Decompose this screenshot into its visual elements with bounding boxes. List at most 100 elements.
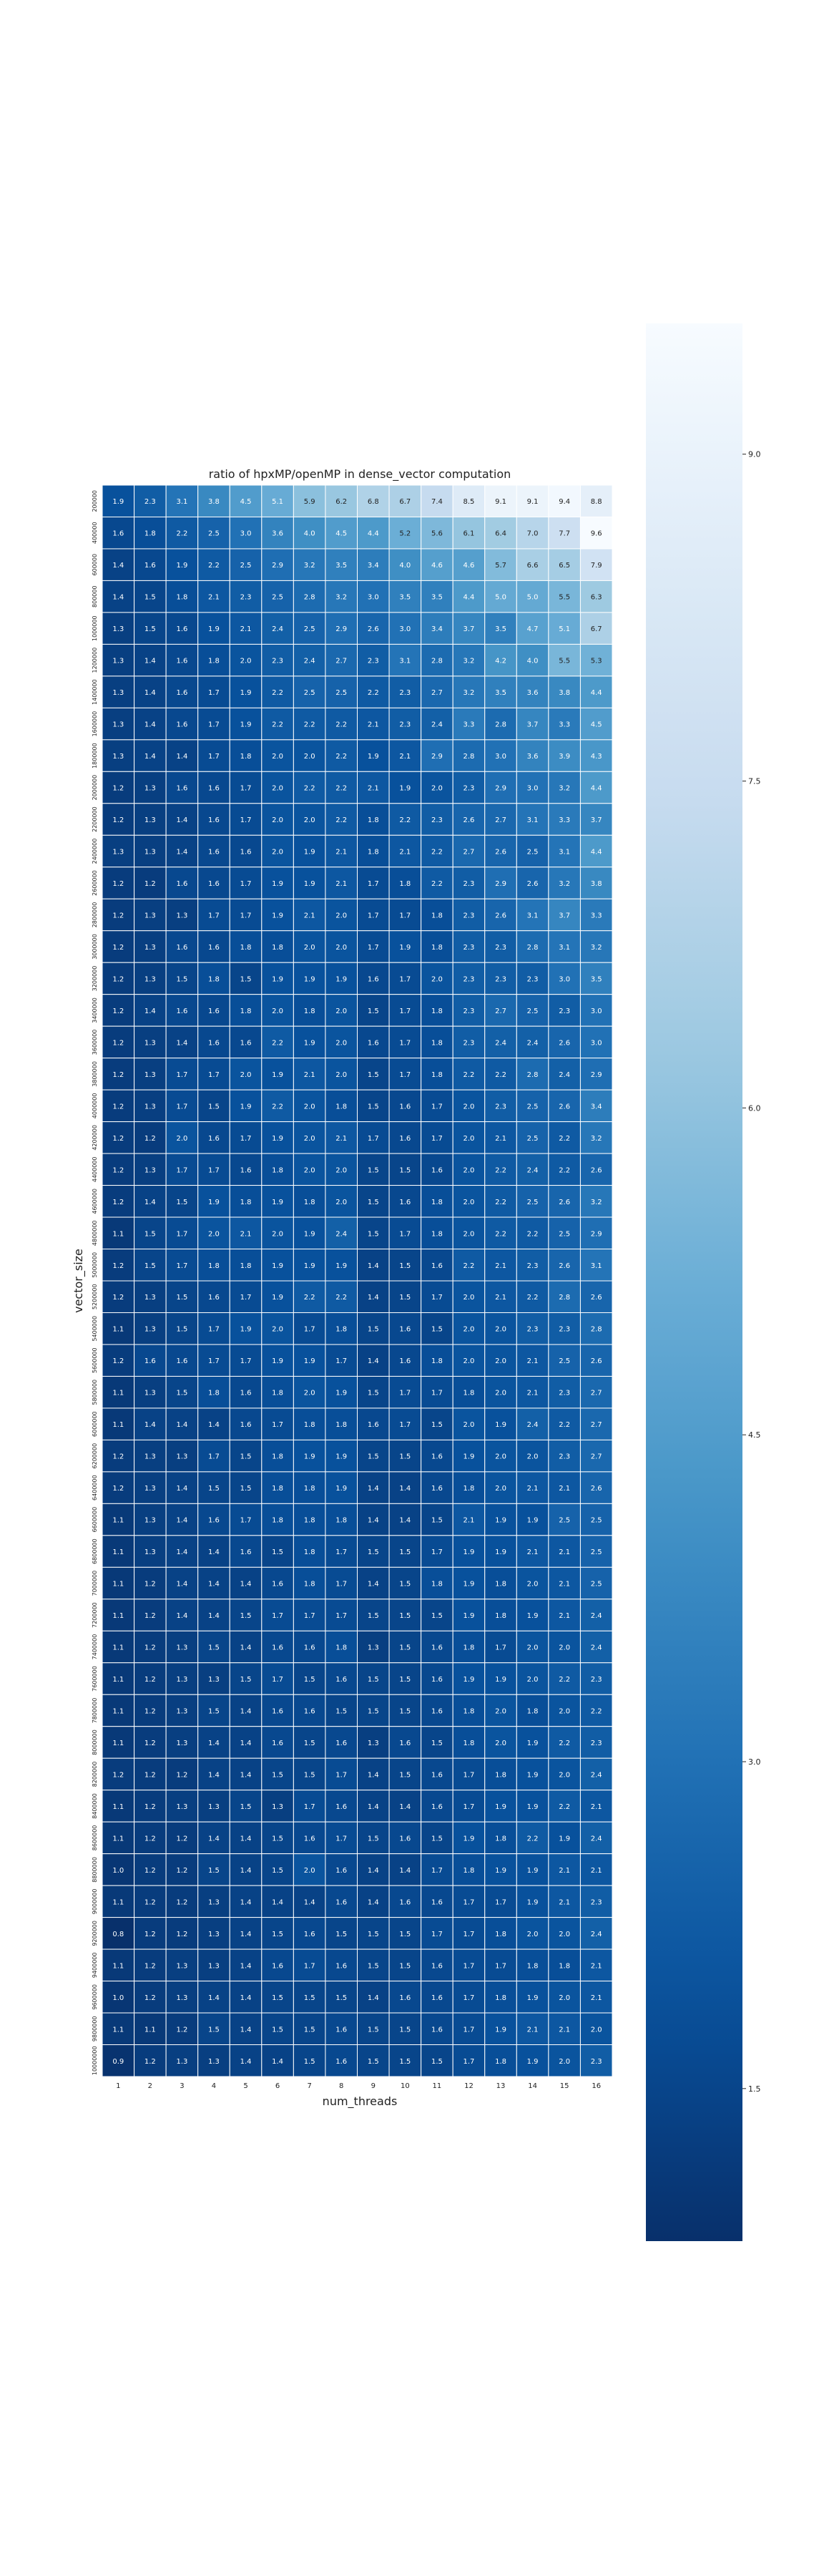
cell-value-label: 1.7 <box>431 1390 443 1397</box>
x-tick-label: 12 <box>464 2082 474 2090</box>
cell-value-label: 3.1 <box>559 944 570 952</box>
cell-value-label: 2.4 <box>591 1931 602 1938</box>
heatmap-cell <box>261 1089 294 1123</box>
cell-value-label: 1.5 <box>368 1548 379 1556</box>
cell-value-label: 2.2 <box>335 785 347 793</box>
cell-value-label: 1.4 <box>208 1548 220 1556</box>
heatmap-cell <box>293 675 326 708</box>
heatmap-cell <box>357 1853 390 1886</box>
cell-value-label: 1.2 <box>112 1453 124 1461</box>
heatmap-cell <box>516 1662 549 1695</box>
cell-value-label: 1.7 <box>464 1931 475 1938</box>
cell-value-label: 1.4 <box>240 1835 252 1843</box>
cell-value-label: 1.7 <box>176 1071 187 1079</box>
cell-value-label: 1.6 <box>304 1931 315 1938</box>
cell-value-label: 1.6 <box>399 1103 411 1111</box>
heatmap-cell <box>229 962 263 995</box>
heatmap-cell <box>102 930 135 963</box>
cell-value-label: 2.0 <box>272 785 283 793</box>
cell-value-label: 2.3 <box>464 1008 475 1015</box>
cell-value-label: 1.6 <box>399 1326 411 1334</box>
cell-value-label: 5.0 <box>495 594 506 602</box>
heatmap-cell <box>325 1853 358 1886</box>
cell-value-label: 1.5 <box>272 1931 283 1938</box>
heatmap-cell <box>325 771 358 804</box>
cell-value-label: 3.4 <box>368 562 379 570</box>
cell-value-label: 1.7 <box>240 1135 252 1143</box>
y-tick-label: 9800000 <box>92 2016 98 2041</box>
cell-value-label: 2.4 <box>591 1644 602 1652</box>
cell-value-label: 1.6 <box>431 1994 443 2002</box>
heatmap-cell <box>165 707 199 741</box>
heatmap-cell <box>516 1058 549 1091</box>
heatmap-cell <box>229 1471 263 1504</box>
cell-value-label: 1.1 <box>112 1962 124 1970</box>
cell-value-label: 1.5 <box>399 1931 411 1938</box>
heatmap-cell <box>421 707 453 741</box>
cell-value-label: 4.2 <box>495 658 506 665</box>
heatmap-cell <box>293 771 326 804</box>
cell-value-label: 2.4 <box>335 1230 347 1238</box>
cell-value-label: 1.6 <box>335 1898 347 1906</box>
cell-value-label: 1.7 <box>208 1166 220 1174</box>
cell-value-label: 1.4 <box>144 753 156 761</box>
heatmap-cell <box>516 2044 549 2077</box>
heatmap-cell <box>197 739 230 772</box>
cell-value-label: 1.8 <box>304 1581 315 1589</box>
cell-value-label: 1.8 <box>431 1581 443 1589</box>
cell-value-label: 1.9 <box>495 1517 506 1525</box>
cell-value-label: 1.4 <box>176 816 187 824</box>
cell-value-label: 1.4 <box>240 1994 252 2002</box>
heatmap-cell <box>102 1630 135 1664</box>
heatmap-cell <box>579 1439 613 1473</box>
cell-value-label: 1.9 <box>208 625 220 633</box>
heatmap-cell <box>165 1249 199 1282</box>
cell-value-label: 1.6 <box>176 785 187 793</box>
heatmap-cell <box>165 1566 199 1600</box>
cell-value-label: 1.6 <box>368 1421 379 1429</box>
cell-value-label: 1.7 <box>431 1867 443 1875</box>
heatmap-cell <box>229 1249 263 1282</box>
cell-value-label: 2.2 <box>304 721 315 729</box>
x-tick-label: 4 <box>212 2082 216 2090</box>
heatmap-cell <box>452 1089 486 1123</box>
cell-value-label: 1.6 <box>431 1485 443 1493</box>
heatmap-cell <box>165 1407 199 1440</box>
cell-value-label: 1.8 <box>144 530 156 538</box>
cell-value-label: 1.2 <box>112 944 124 952</box>
cell-value-label: 1.4 <box>368 1357 379 1365</box>
heatmap-cell <box>102 1089 135 1123</box>
heatmap-cell <box>197 1630 230 1664</box>
heatmap-cell <box>579 1566 613 1600</box>
heatmap-cell <box>484 1312 517 1345</box>
heatmap-cell <box>516 1471 549 1504</box>
cell-value-label: 1.4 <box>240 1867 252 1875</box>
cell-value-label: 1.6 <box>272 1644 283 1652</box>
heatmap-cell <box>484 1853 517 1886</box>
cell-value-label: 2.2 <box>559 1676 570 1684</box>
x-tick-label: 10 <box>401 2082 410 2090</box>
cell-value-label: 1.2 <box>144 1135 156 1143</box>
cell-value-label: 2.1 <box>495 1262 506 1270</box>
cell-value-label: 1.3 <box>144 1390 156 1397</box>
heatmap-cell <box>325 1981 358 2014</box>
cell-value-label: 1.4 <box>368 1517 379 1525</box>
heatmap-cell <box>452 1216 486 1250</box>
cell-value-label: 1.9 <box>304 1453 315 1461</box>
cell-value-label: 2.4 <box>527 1166 539 1174</box>
cell-value-label: 1.4 <box>240 1931 252 1938</box>
cell-value-label: 1.3 <box>144 1071 156 1079</box>
heatmap-cell <box>452 771 486 804</box>
heatmap-cell <box>261 739 294 772</box>
heatmap-cell <box>102 1535 135 1568</box>
cell-value-label: 1.5 <box>399 1294 411 1302</box>
heatmap-cell <box>165 2012 199 2046</box>
heatmap-cell <box>484 2012 517 2046</box>
cell-value-label: 2.3 <box>591 1740 602 1747</box>
heatmap-cell <box>579 1407 613 1440</box>
cell-value-label: 2.6 <box>559 1103 570 1111</box>
cell-value-label: 1.3 <box>368 1644 379 1652</box>
heatmap-cell <box>579 898 613 932</box>
heatmap-cell <box>357 1058 390 1091</box>
cell-value-label: 1.5 <box>399 1581 411 1589</box>
